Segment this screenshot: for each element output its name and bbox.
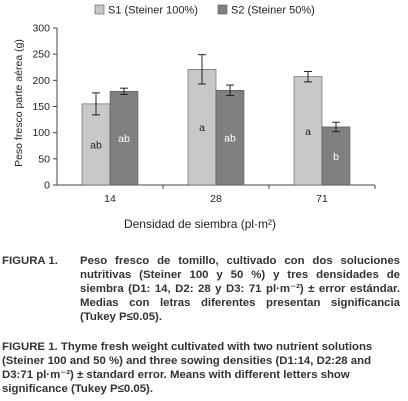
x-tick-label: 14 xyxy=(104,193,116,205)
caption-spanish-label: FIGURA 1. xyxy=(2,255,58,267)
caption-english: FIGURE 1. Thyme fresh weight cultivated … xyxy=(2,340,400,396)
y-tick-label: 250 xyxy=(32,49,50,61)
significance-letter: ab xyxy=(118,133,130,145)
legend-label: S1 (Steiner 100%) xyxy=(108,5,198,17)
y-tick-label: 300 xyxy=(32,23,50,35)
y-tick-label: 100 xyxy=(32,127,50,139)
caption-spanish-text: Peso fresco de tomillo, cultivado con do… xyxy=(80,255,400,323)
significance-letter: b xyxy=(333,151,339,163)
caption-english-label: FIGURE 1. xyxy=(2,341,58,353)
significance-letter: ab xyxy=(224,133,236,145)
bar xyxy=(187,69,217,186)
caption-spanish: FIGURA 1. Peso fresco de tomillo, cultiv… xyxy=(2,254,400,323)
bar xyxy=(215,89,245,186)
caption-english-text: Thyme fresh weight cultivated with two n… xyxy=(2,341,373,395)
legend: S1 (Steiner 100%) S2 (Steiner 50%) xyxy=(94,4,315,17)
bar xyxy=(293,76,323,186)
y-axis-label: Peso fresco parte aérea (g) xyxy=(13,39,25,167)
legend-label: S2 (Steiner 50%) xyxy=(231,5,315,17)
x-tick-label: 71 xyxy=(316,193,328,205)
x-axis-label: Densidad de siembra (pl·m²) xyxy=(124,217,276,231)
legend-swatch xyxy=(217,4,228,15)
bar xyxy=(109,91,139,186)
y-tick-label: 0 xyxy=(44,180,50,192)
y-tick-label: 200 xyxy=(32,75,50,87)
bar-chart: S1 (Steiner 100%) S2 (Steiner 50%) 0 50 100… xyxy=(13,4,376,231)
significance-letter: a xyxy=(305,126,311,138)
y-tick-label: 150 xyxy=(32,101,50,113)
y-tick-label: 50 xyxy=(38,153,50,165)
bar xyxy=(321,126,351,186)
legend-swatch xyxy=(94,4,105,15)
x-tick-label: 28 xyxy=(210,193,222,205)
significance-letter: a xyxy=(199,122,205,134)
bar xyxy=(81,103,111,186)
significance-letter: ab xyxy=(90,139,102,151)
